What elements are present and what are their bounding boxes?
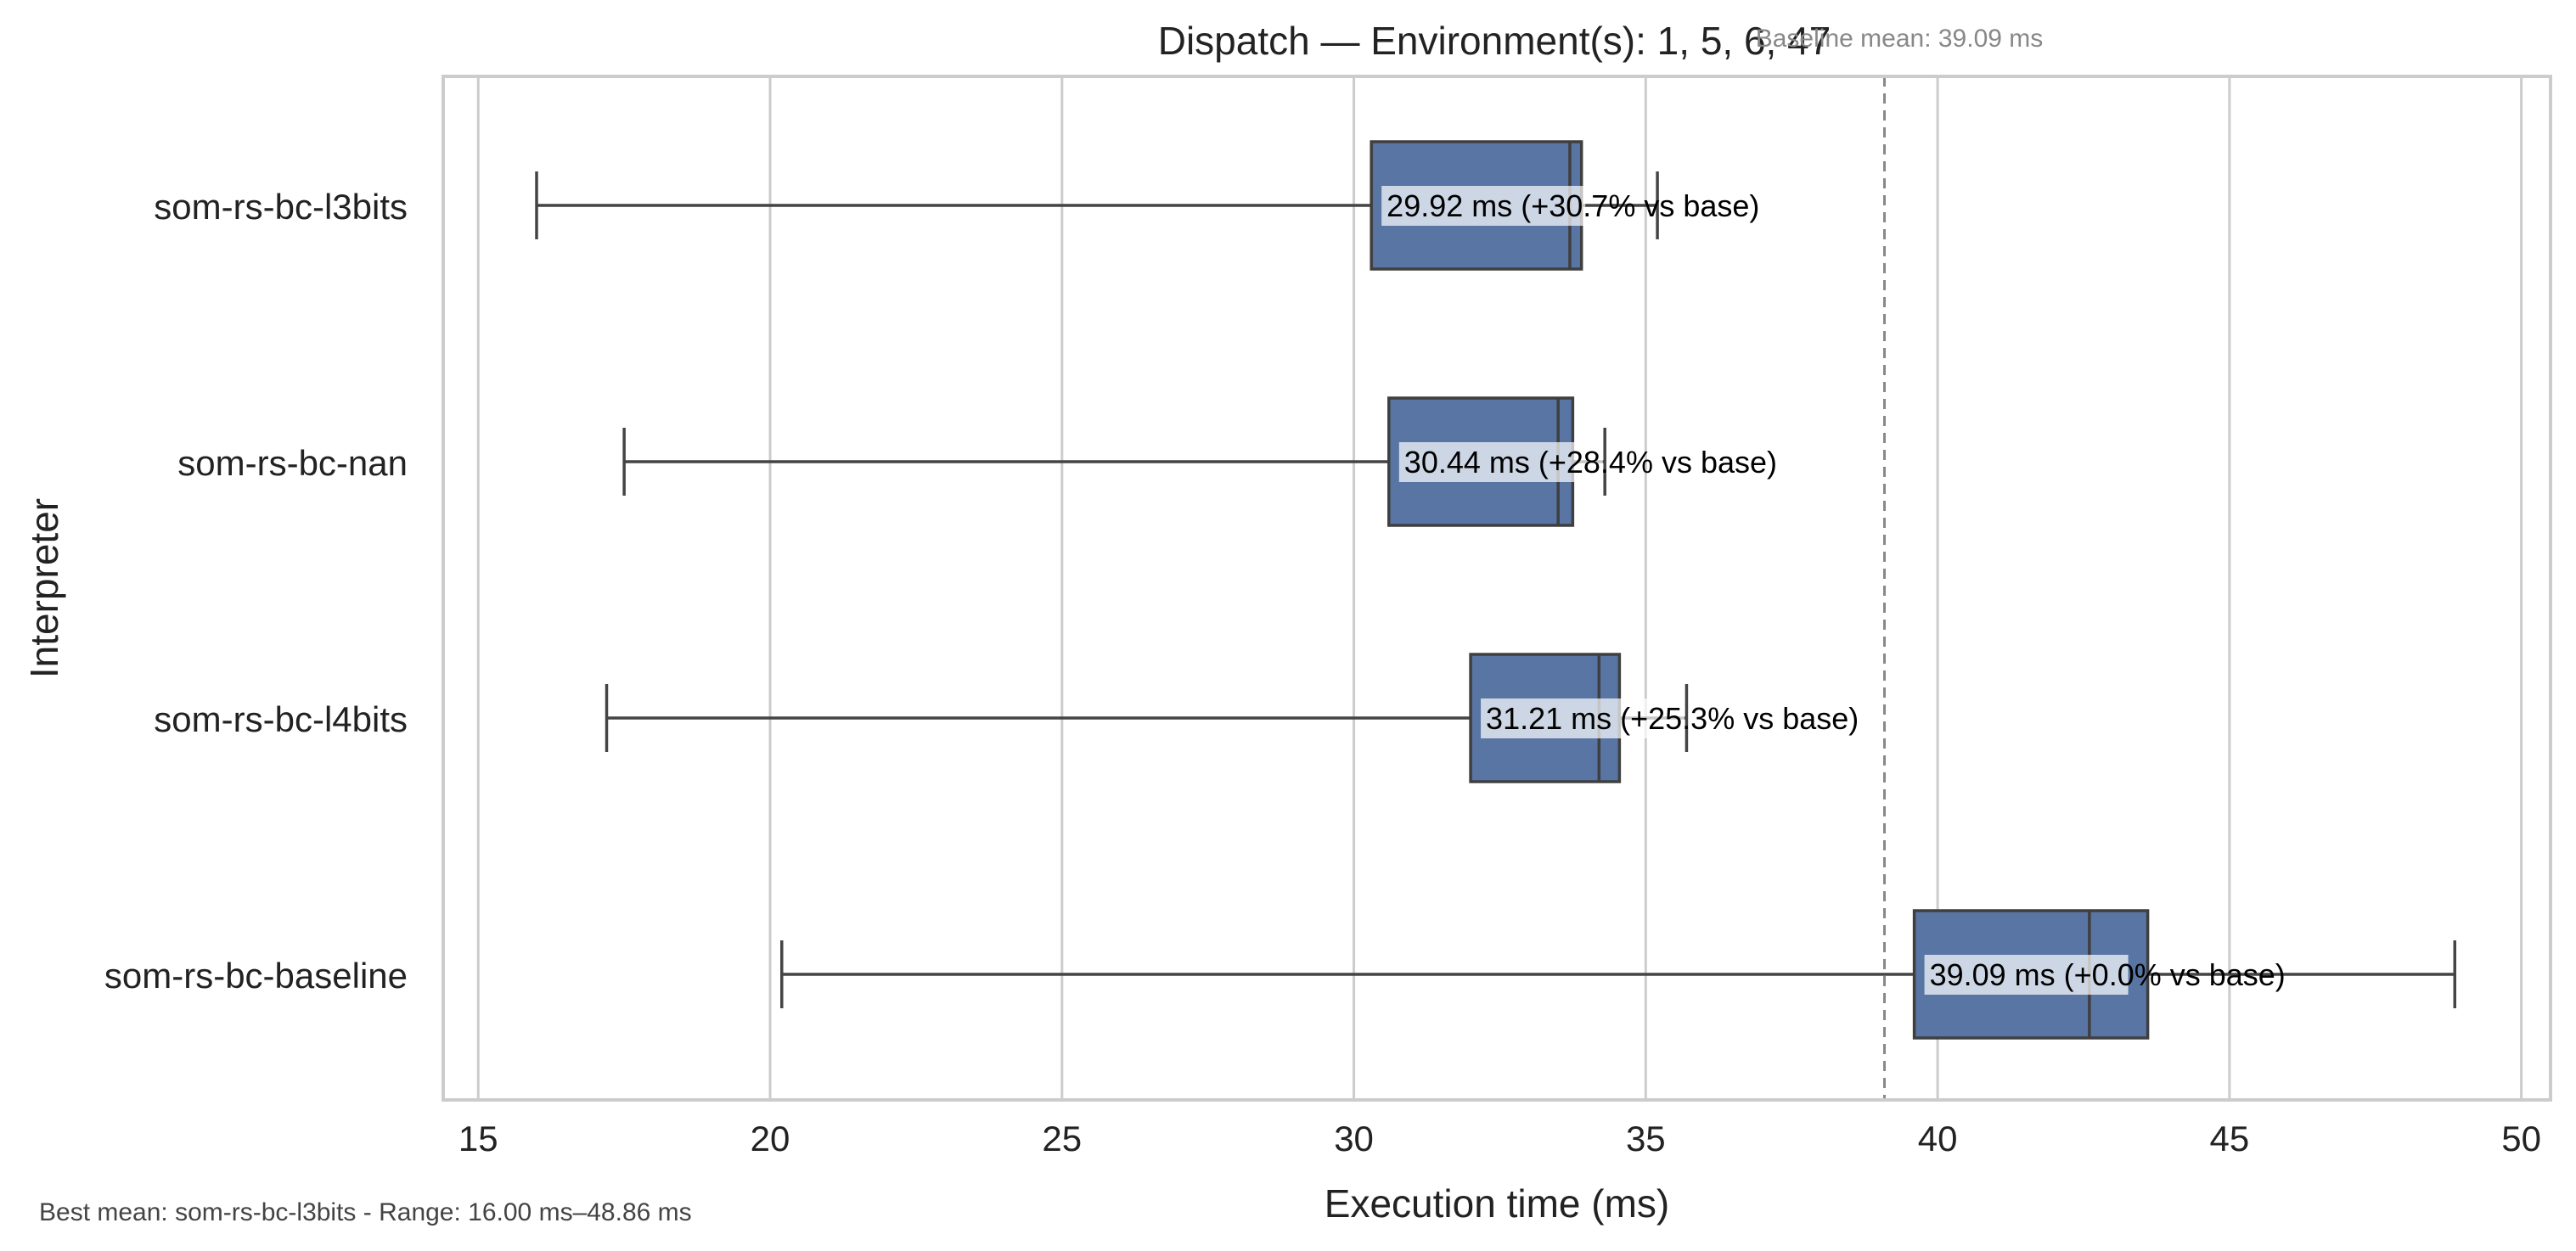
y-categories: som-rs-bc-l3bits som-rs-bc-nan som-rs-bc-l… bbox=[104, 187, 408, 996]
mean-label-bg bbox=[1481, 698, 1685, 738]
x-tick-label: 15 bbox=[458, 1119, 498, 1158]
gridlines bbox=[476, 76, 2523, 1100]
mean-label-bg bbox=[1924, 955, 2129, 995]
x-tick-label: 45 bbox=[2209, 1119, 2249, 1158]
mean-label: 39.09 ms (+0.0% vs base) bbox=[1930, 957, 2286, 992]
y-category-label: som-rs-bc-nan bbox=[177, 443, 408, 483]
y-axis-title: Interpreter bbox=[22, 498, 66, 678]
x-tick-label: 20 bbox=[751, 1119, 790, 1158]
boxes-layer bbox=[535, 140, 2456, 1040]
mean-label: 31.21 ms (+25.3% vs base) bbox=[1486, 701, 1859, 736]
x-tick-label: 25 bbox=[1042, 1119, 1082, 1158]
mean-label: 29.92 ms (+30.7% vs base) bbox=[1386, 188, 1759, 223]
x-tick-label: 40 bbox=[1918, 1119, 1958, 1158]
y-category-label: som-rs-bc-baseline bbox=[104, 956, 408, 996]
data-labels-layer: 29.92 ms (+30.7% vs base) 30.44 ms (+28.4… bbox=[1381, 186, 2286, 995]
x-tick-label: 50 bbox=[2501, 1119, 2541, 1158]
x-ticks: 15 20 25 30 35 40 45 50 bbox=[458, 1119, 2541, 1158]
mean-label: 30.44 ms (+28.4% vs base) bbox=[1404, 445, 1777, 480]
y-category-label: som-rs-bc-l4bits bbox=[154, 699, 408, 739]
plot-frame bbox=[442, 75, 2552, 1102]
chart-title: Dispatch — Environment(s): 1, 5, 6, 47 bbox=[1158, 19, 1831, 63]
x-tick-label: 30 bbox=[1334, 1119, 1374, 1158]
mean-label-bg bbox=[1381, 186, 1586, 226]
y-category-label: som-rs-bc-l3bits bbox=[154, 187, 408, 227]
baseline-label: Baseline mean: 39.09 ms bbox=[1756, 25, 2044, 53]
footnote: Best mean: som-rs-bc-l3bits - Range: 16.… bbox=[39, 1198, 692, 1226]
x-tick-label: 35 bbox=[1626, 1119, 1666, 1158]
mean-label-bg bbox=[1398, 442, 1603, 482]
x-axis-title: Execution time (ms) bbox=[1325, 1181, 1669, 1226]
